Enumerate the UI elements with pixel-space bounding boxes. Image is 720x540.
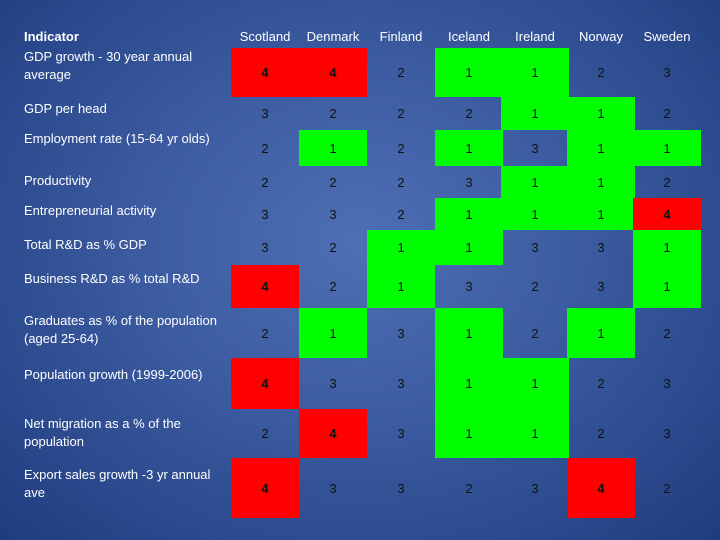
indicator-label: GDP per head — [24, 101, 107, 116]
score-cell: 3 — [261, 106, 269, 121]
score-cell: 1 — [435, 409, 503, 458]
score-cell: 2 — [597, 65, 605, 80]
score-cell: 1 — [567, 130, 635, 166]
score-cell: 1 — [633, 230, 701, 265]
indicator-label: Net migration as a % of the population — [24, 416, 181, 449]
score-cell: 2 — [397, 106, 405, 121]
indicator-label: Business R&D as % total R&D — [24, 271, 200, 286]
score-cell: 2 — [597, 426, 605, 441]
indicator-label: Entrepreneurial activity — [24, 203, 157, 218]
score-cell: 2 — [663, 480, 671, 496]
country-header-ireland: Ireland — [515, 29, 555, 44]
score-cell: 1 — [633, 130, 701, 166]
score-cell: 2 — [531, 279, 539, 294]
score-cell: 4 — [231, 358, 299, 409]
score-cell: 3 — [531, 140, 539, 156]
score-cell: 1 — [367, 230, 435, 265]
score-cell: 2 — [261, 325, 269, 341]
score-cell: 2 — [261, 426, 269, 441]
score-cell: 3 — [531, 240, 539, 255]
score-cell: 2 — [531, 325, 539, 341]
score-cell: 2 — [397, 140, 405, 156]
indicator-label: Export sales growth -3 yr annual ave — [24, 467, 211, 500]
score-cell: 2 — [465, 480, 473, 496]
score-cell: 2 — [465, 106, 473, 121]
score-cell: 1 — [435, 48, 503, 97]
score-cell: 3 — [329, 376, 337, 391]
score-cell: 2 — [261, 174, 269, 190]
score-cell: 1 — [299, 308, 367, 358]
country-header-scotland: Scotland — [239, 29, 291, 44]
indicator-column-header: Indicator — [24, 29, 79, 44]
score-cell: 1 — [567, 198, 635, 230]
indicator-label: Graduates as % of the population (aged 2… — [24, 313, 217, 346]
score-cell: 1 — [633, 265, 701, 308]
score-cell: 1 — [435, 198, 503, 230]
indicator-label: Productivity — [24, 173, 92, 188]
score-cell: 3 — [531, 480, 539, 496]
score-cell: 1 — [367, 265, 435, 308]
score-cell: 4 — [567, 458, 635, 518]
score-cell: 3 — [397, 325, 405, 341]
indicator-label: GDP growth - 30 year annual average — [24, 49, 193, 82]
score-cell: 1 — [435, 358, 503, 409]
score-cell: 3 — [397, 426, 405, 441]
score-cell: 4 — [231, 265, 299, 308]
score-cell: 3 — [597, 279, 605, 294]
score-cell: 1 — [567, 166, 635, 198]
score-cell: 2 — [397, 206, 405, 222]
indicator-label: Population growth (1999-2006) — [24, 367, 203, 382]
score-cell: 1 — [435, 130, 503, 166]
score-cell: 4 — [633, 198, 701, 230]
score-cell: 2 — [261, 140, 269, 156]
score-cell: 1 — [501, 409, 569, 458]
country-header-norway: Norway — [578, 29, 624, 44]
score-cell: 3 — [261, 206, 269, 222]
score-cell: 2 — [397, 65, 405, 80]
score-cell: 2 — [329, 106, 337, 121]
score-cell: 3 — [329, 206, 337, 222]
score-cell: 3 — [397, 376, 405, 391]
country-header-denmark: Denmark — [306, 29, 360, 44]
score-cell: 3 — [465, 174, 473, 190]
score-cell: 2 — [329, 240, 337, 255]
score-cell: 1 — [501, 166, 569, 198]
score-cell: 1 — [501, 198, 569, 230]
score-cell: 1 — [501, 358, 569, 409]
score-cell: 2 — [329, 279, 337, 294]
score-cell: 1 — [567, 308, 635, 358]
indicator-label: Total R&D as % GDP — [24, 237, 147, 252]
score-cell: 3 — [261, 240, 269, 255]
score-cell: 2 — [397, 174, 405, 190]
score-cell: 1 — [299, 130, 367, 166]
country-header-finland: Finland — [379, 29, 423, 44]
score-cell: 1 — [435, 308, 503, 358]
score-cell: 3 — [663, 376, 671, 391]
score-cell: 4 — [231, 48, 299, 97]
score-cell: 2 — [663, 325, 671, 341]
score-cell: 3 — [663, 426, 671, 441]
score-cell: 3 — [663, 65, 671, 80]
score-cell: 1 — [501, 97, 569, 130]
score-cell: 1 — [435, 230, 503, 265]
score-cell: 4 — [231, 458, 299, 518]
score-cell: 4 — [299, 409, 367, 458]
country-header-iceland: Iceland — [448, 29, 490, 44]
score-cell: 3 — [329, 480, 337, 496]
score-cell: 2 — [663, 174, 671, 190]
indicator-label: Employment rate (15-64 yr olds) — [24, 131, 210, 146]
score-cell: 3 — [397, 480, 405, 496]
country-header-sweden: Sweden — [643, 29, 691, 44]
score-cell: 1 — [567, 97, 635, 130]
score-cell: 1 — [501, 48, 569, 97]
score-cell: 3 — [597, 240, 605, 255]
score-cell: 2 — [597, 376, 605, 391]
score-cell: 4 — [299, 48, 367, 97]
score-cell: 2 — [329, 174, 337, 190]
score-cell: 2 — [663, 106, 671, 121]
score-cell: 3 — [465, 279, 473, 294]
